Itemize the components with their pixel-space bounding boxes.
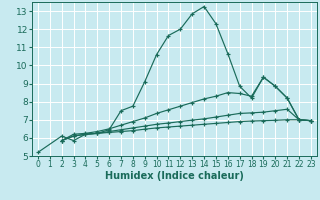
X-axis label: Humidex (Indice chaleur): Humidex (Indice chaleur) [105,171,244,181]
